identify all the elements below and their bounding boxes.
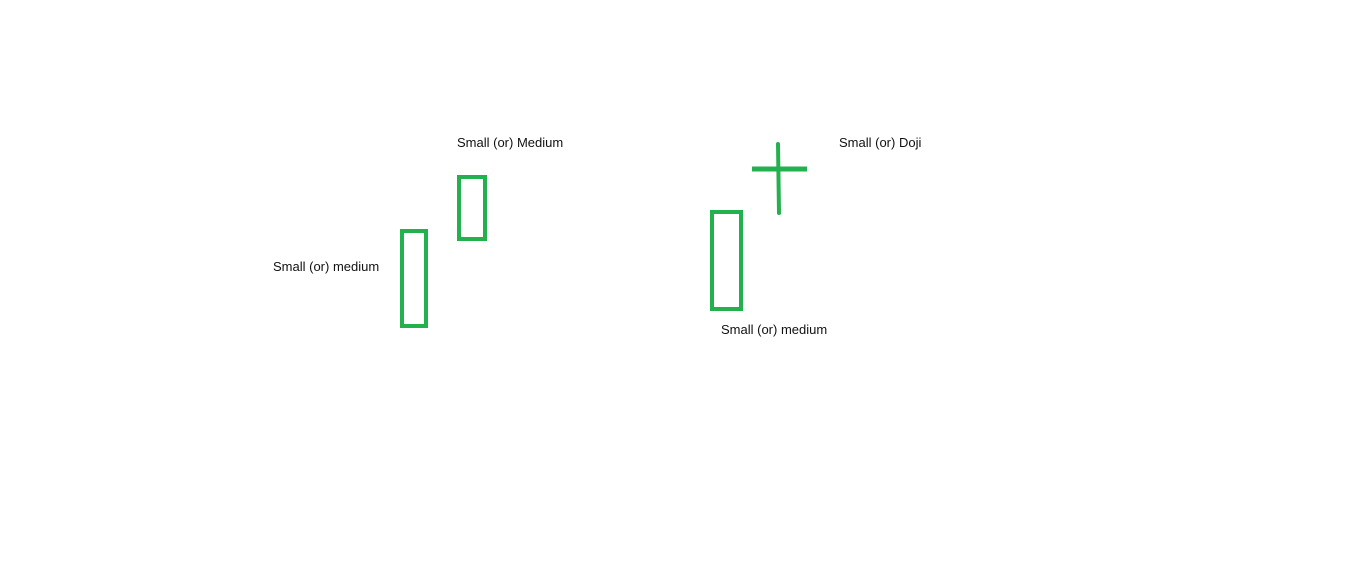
left-candle-1-label: Small (or) medium: [273, 259, 380, 274]
left-candle-1: [400, 229, 428, 328]
left-candle-2: [457, 175, 487, 241]
right-candle-1: [710, 210, 743, 311]
doji-candle: [752, 142, 807, 215]
right-candle-1-label: Small (or) medium: [721, 322, 828, 337]
doji-label: Small (or) Doji: [839, 135, 922, 150]
left-candle-2-label: Small (or) Medium: [457, 135, 564, 150]
doji-wick: [776, 142, 781, 215]
